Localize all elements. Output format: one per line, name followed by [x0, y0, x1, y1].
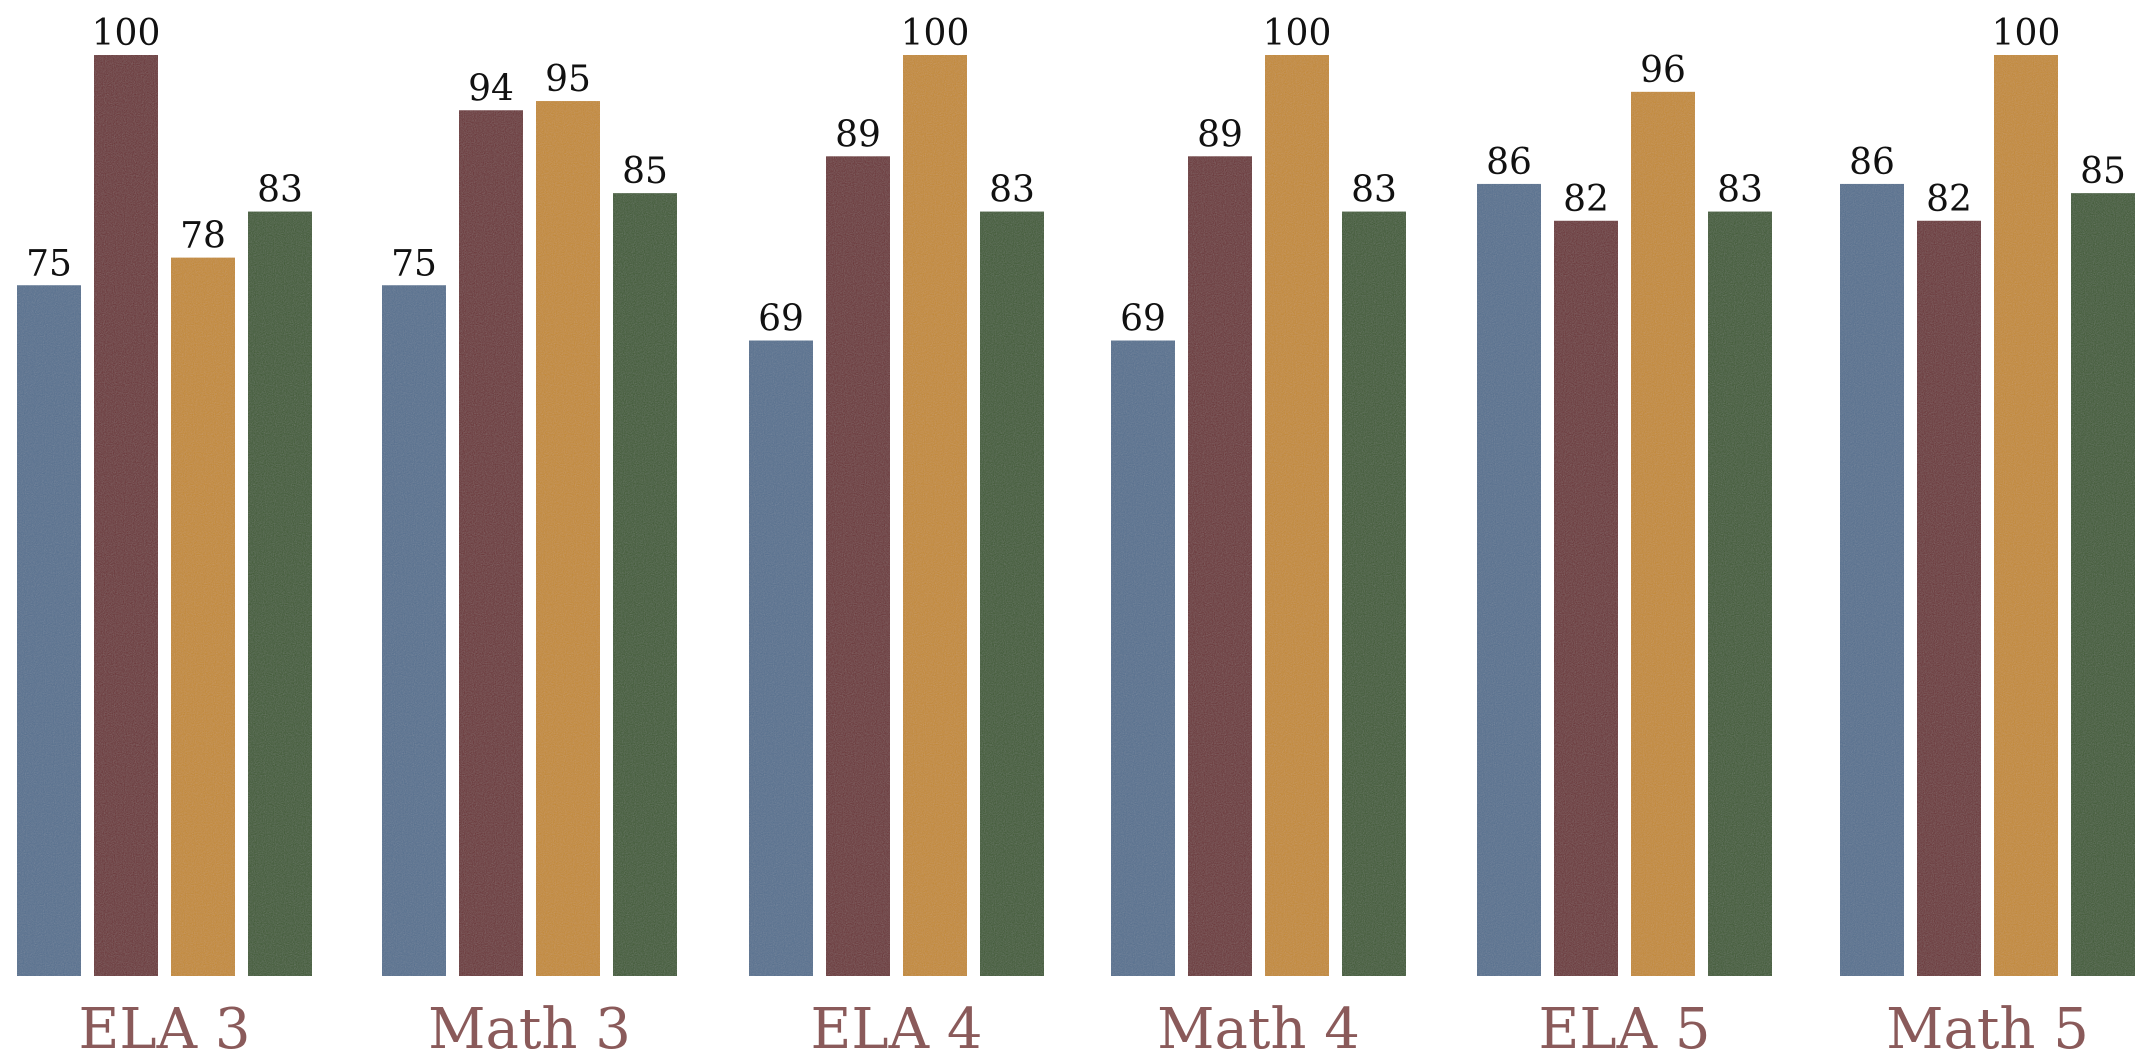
value-label: 94 — [468, 68, 514, 109]
bar-2-1 — [382, 285, 446, 976]
value-label: 96 — [1640, 50, 1686, 91]
bar-5-3 — [1631, 91, 1695, 977]
value-label: 75 — [26, 243, 72, 284]
bar-1-4 — [248, 211, 312, 976]
bar-3-1 — [749, 340, 813, 976]
bar-1-1 — [17, 285, 81, 976]
value-label: 82 — [1926, 179, 1972, 220]
value-label: 69 — [1120, 299, 1166, 340]
value-label: 100 — [92, 13, 161, 54]
value-label: 78 — [180, 216, 226, 257]
bar-2-4 — [613, 193, 677, 976]
bar-6-2 — [1917, 220, 1981, 976]
bar-1-3 — [171, 257, 235, 976]
bar-3-4 — [980, 211, 1044, 976]
bar-4-3 — [1265, 55, 1329, 976]
category-label: Math 5 — [1886, 997, 2089, 1061]
value-label: 100 — [901, 13, 970, 54]
bar-2-3 — [536, 101, 600, 977]
bar-2-2 — [459, 110, 523, 976]
bar-4-2 — [1188, 156, 1252, 976]
bar-4-4 — [1342, 211, 1406, 976]
bar-5-2 — [1554, 220, 1618, 976]
category-labels-layer: ELA 3 Math 3 ELA 4 Math 4 ELA 5 Math 5 — [79, 997, 2089, 1061]
value-label: 83 — [1717, 170, 1763, 211]
category-label: ELA 5 — [1539, 997, 1711, 1061]
value-label: 95 — [545, 59, 591, 100]
category-label: ELA 4 — [811, 997, 983, 1061]
bar-6-1 — [1840, 183, 1904, 976]
value-label: 85 — [2080, 151, 2126, 192]
category-label: Math 4 — [1157, 997, 1360, 1061]
bar-3-3 — [903, 55, 967, 976]
category-label: Math 3 — [428, 997, 631, 1061]
bar-1-2 — [94, 55, 158, 976]
value-label: 86 — [1849, 142, 1895, 183]
value-label: 100 — [1992, 13, 2061, 54]
value-label: 89 — [835, 114, 881, 155]
value-label: 82 — [1563, 179, 1609, 220]
bars-layer — [17, 55, 2135, 977]
bar-6-3 — [1994, 55, 2058, 976]
value-label: 75 — [391, 243, 437, 284]
value-label: 100 — [1263, 13, 1332, 54]
value-labels-layer: 75 100 78 83 75 94 95 85 69 89 100 83 69 89 100 83 86 82 9… — [26, 13, 2126, 340]
value-label: 86 — [1486, 142, 1532, 183]
value-label: 69 — [758, 299, 804, 340]
value-label: 83 — [1351, 170, 1397, 211]
value-label: 83 — [989, 170, 1035, 211]
bar-5-1 — [1477, 183, 1541, 976]
bar-6-4 — [2071, 193, 2135, 976]
value-label: 83 — [257, 170, 303, 211]
category-label: ELA 3 — [79, 997, 251, 1061]
value-label: 89 — [1197, 114, 1243, 155]
value-label: 85 — [622, 151, 668, 192]
bar-5-4 — [1708, 211, 1772, 976]
bar-3-2 — [826, 156, 890, 976]
bar-4-1 — [1111, 340, 1175, 976]
